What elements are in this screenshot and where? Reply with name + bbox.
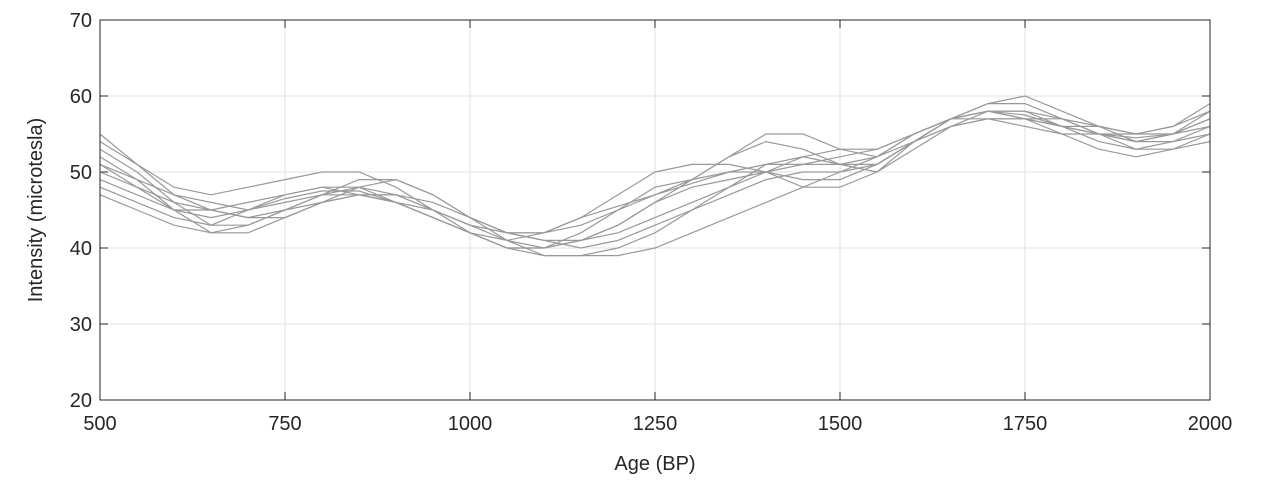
x-axis-label: Age (BP): [614, 453, 695, 475]
series-line: [99, 110, 1211, 249]
plot-frame: [99, 19, 1211, 401]
x-tick-label: 500: [83, 413, 116, 435]
series-line: [99, 110, 1211, 249]
y-tick-label: 60: [70, 86, 92, 108]
x-tick-label: 1250: [633, 413, 678, 435]
x-tick-label: 1000: [448, 413, 493, 435]
x-tick-label: 1750: [1003, 413, 1048, 435]
y-axis-label: Intensity (microtesla): [25, 118, 47, 303]
y-tick-label: 30: [70, 314, 92, 336]
y-tick-label: 70: [70, 10, 92, 32]
x-tick-label: 2000: [1188, 413, 1233, 435]
x-tick-label: 750: [268, 413, 301, 435]
y-tick-label: 20: [70, 390, 92, 412]
y-tick-label: 50: [70, 162, 92, 184]
x-tick-label: 1500: [818, 413, 863, 435]
y-tick-label: 40: [70, 238, 92, 260]
